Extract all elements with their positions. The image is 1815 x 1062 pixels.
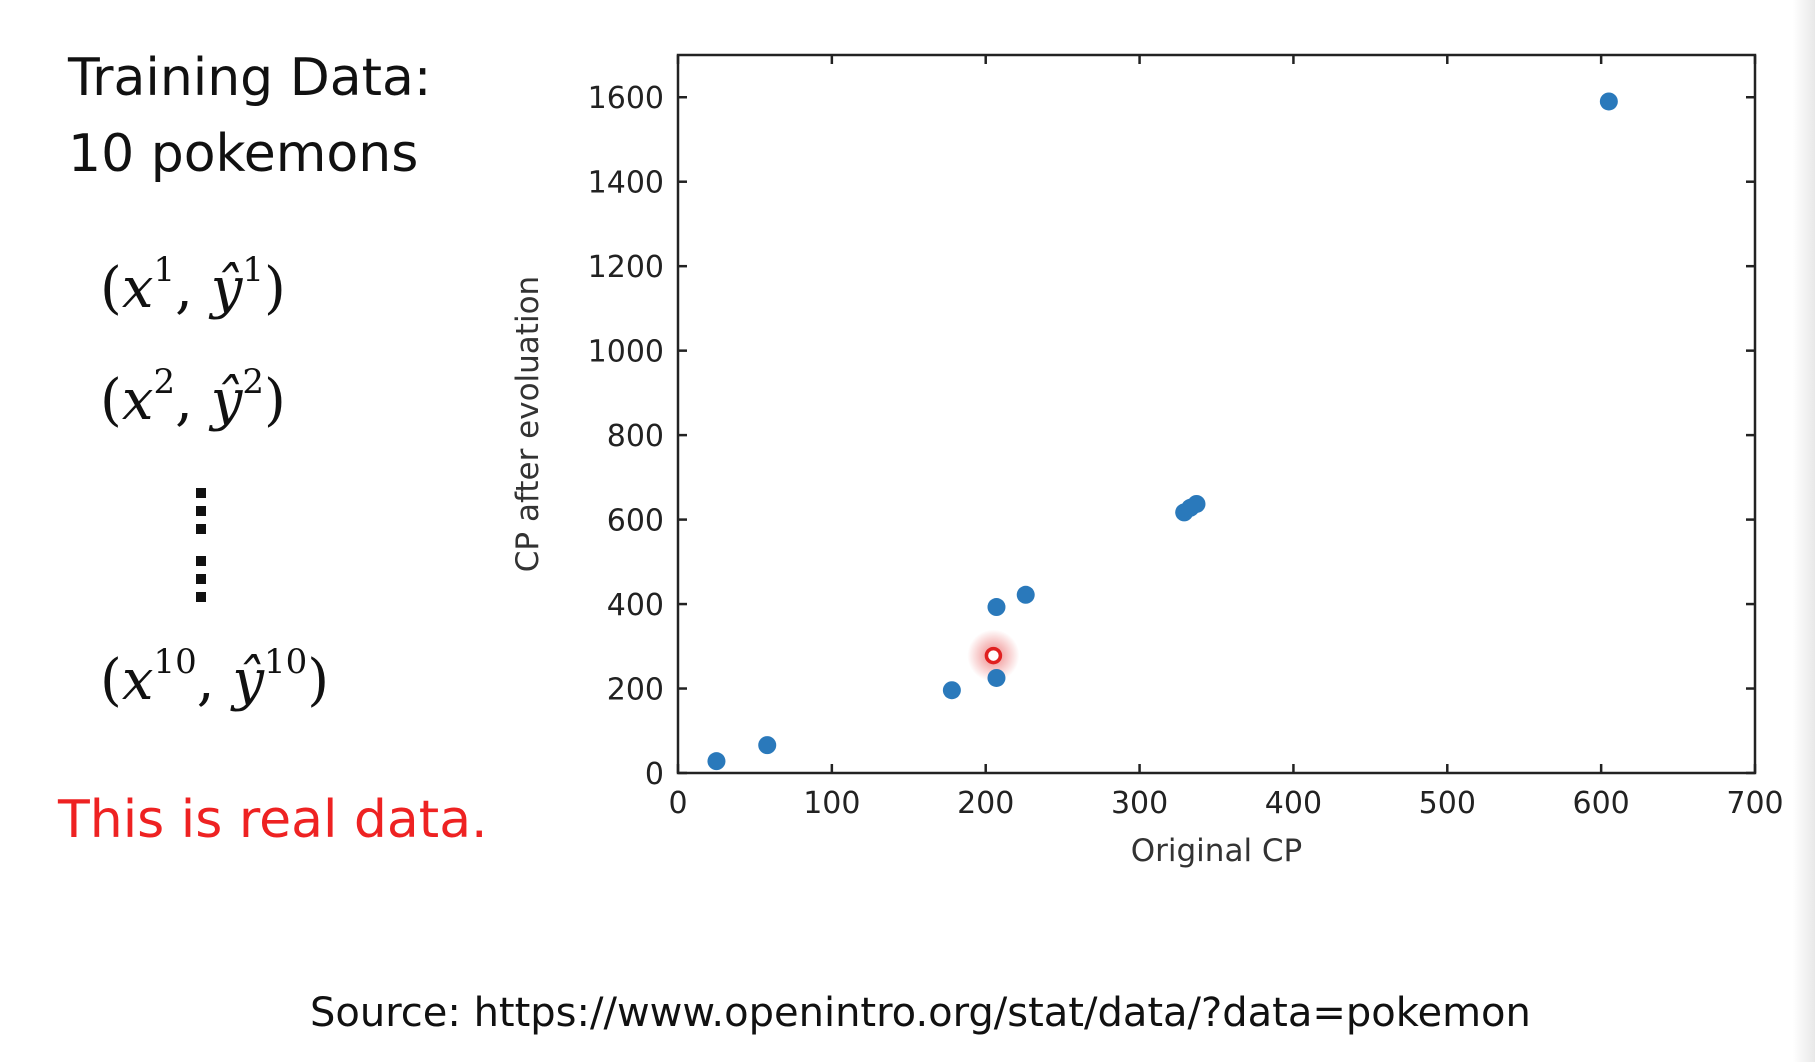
slide-title: Training Data: 10 pokemons — [68, 40, 431, 192]
pair-2: (x2, ŷ2) — [100, 362, 286, 433]
real-data-note: This is real data. — [58, 790, 488, 850]
x-tick-label: 200 — [957, 786, 1014, 821]
x-tick-label: 400 — [1265, 786, 1322, 821]
y-tick-label: 1400 — [588, 166, 664, 201]
pair-10: (x10, ŷ10) — [100, 642, 330, 713]
y-tick-label: 1600 — [588, 81, 664, 116]
vertical-ellipsis-icon — [196, 488, 208, 542]
x-tick-label: 300 — [1111, 786, 1168, 821]
x-tick-label: 100 — [803, 786, 860, 821]
data-point — [1187, 494, 1206, 513]
y-tick-label: 0 — [645, 757, 664, 792]
data-point — [707, 752, 726, 771]
data-point — [758, 736, 777, 755]
pair-1: (x1, ŷ1) — [100, 250, 286, 321]
chart-axes: 0 100 200 300 400 500 600 700 0 200 400 600 800 1000 1… — [588, 53, 1784, 821]
y-tick-label: 400 — [607, 588, 664, 623]
plot-frame — [676, 53, 1757, 775]
right-edge-shadow — [1793, 0, 1815, 1062]
data-point — [942, 681, 961, 700]
y-tick-label: 200 — [607, 673, 664, 708]
x-tick-label: 500 — [1419, 786, 1476, 821]
source-citation: Source: https://www.openintro.org/stat/d… — [310, 990, 1531, 1036]
x-tick-label: 0 — [668, 786, 687, 821]
title-line-1: Training Data: — [68, 48, 432, 108]
y-tick-label: 1200 — [588, 250, 664, 285]
y-tick-label: 800 — [607, 419, 664, 454]
vertical-ellipsis-icon-2 — [196, 556, 208, 610]
data-point — [1599, 92, 1618, 111]
data-point — [987, 598, 1006, 617]
highlight-point — [984, 646, 1003, 665]
chart-points — [707, 92, 1618, 771]
y-axis-label: CP after evoluation — [510, 276, 546, 572]
title-line-2: 10 pokemons — [68, 124, 419, 184]
data-point — [1016, 585, 1035, 604]
y-tick-label: 1000 — [588, 335, 664, 370]
x-tick-label: 700 — [1726, 786, 1783, 821]
y-tick-label: 600 — [607, 504, 664, 539]
data-point — [987, 668, 1006, 687]
x-tick-label: 600 — [1573, 786, 1630, 821]
x-axis-label: Original CP — [1131, 833, 1303, 869]
scatter-chart: 0 100 200 300 400 500 600 700 0 200 400 600 800 1000 1… — [510, 53, 1784, 869]
